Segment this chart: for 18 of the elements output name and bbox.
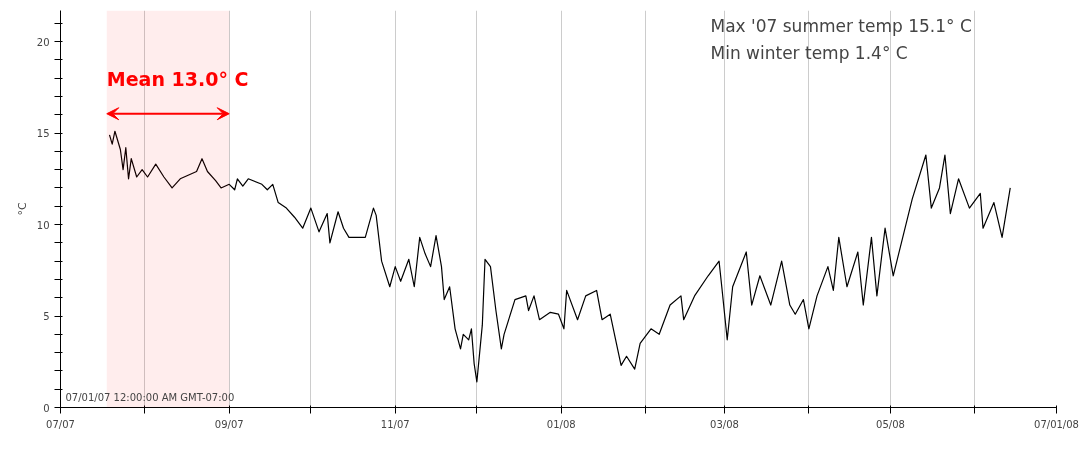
y-tick-label: 15 — [36, 128, 50, 140]
y-tick-label: 10 — [36, 219, 50, 231]
x-tick-label: 03/08 — [710, 418, 739, 430]
x-tick-label: 01/08 — [546, 418, 576, 430]
x-tick-label: 07/07 — [46, 418, 75, 430]
line-series — [108, 130, 1011, 383]
x-tick-label: 07/01/08 — [1034, 418, 1079, 430]
band-label: Mean 13.0° C — [106, 67, 249, 90]
y-tick-label: 20 — [36, 36, 50, 48]
y-axis-title: °C — [15, 202, 29, 216]
annotation: 07/01/07 12:00:00 AM GMT-07:00 — [65, 391, 235, 403]
y-tick-label: 5 — [43, 311, 50, 323]
x-tick-label: 09/07 — [214, 418, 244, 430]
annotation: Max '07 summer temp 15.1° C — [710, 15, 972, 36]
x-tick-label: 05/08 — [876, 418, 905, 430]
annotation: Min winter temp 1.4° C — [710, 42, 908, 63]
y-tick-label: 0 — [43, 402, 50, 414]
x-tick-label: 11/07 — [380, 418, 410, 430]
